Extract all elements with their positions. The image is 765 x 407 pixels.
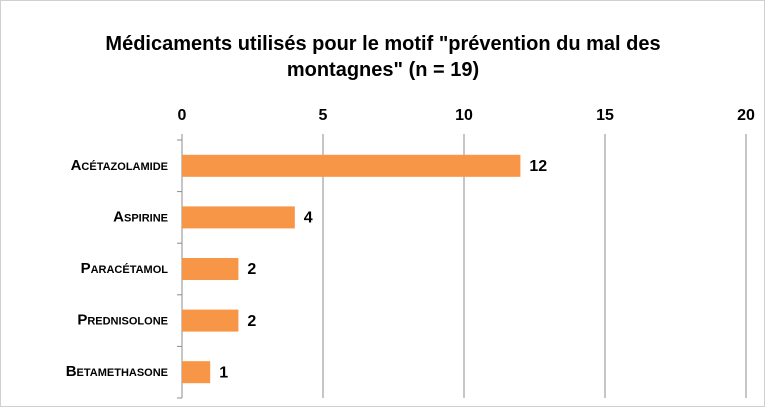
- y-tick-label: Paracétamol: [81, 260, 169, 277]
- y-tick-label: Prednisolone: [77, 312, 168, 329]
- x-tick-label: 5: [319, 107, 328, 124]
- bar: [182, 361, 211, 384]
- data-label: 2: [247, 261, 256, 278]
- bar: [182, 206, 295, 229]
- x-tick-label: 20: [737, 107, 755, 124]
- data-label: 2: [247, 313, 256, 330]
- data-label: 12: [529, 158, 547, 175]
- data-label: 4: [304, 210, 313, 227]
- bar: [182, 309, 239, 332]
- y-tick-label: Betamethasone: [66, 363, 168, 380]
- x-tick-label: 15: [596, 107, 614, 124]
- bar: [182, 154, 521, 177]
- x-tick-label: 0: [178, 107, 187, 124]
- chart-title: Médicaments utilisés pour le motif "prév…: [105, 33, 661, 81]
- bar: [182, 258, 239, 280]
- data-label: 1: [219, 364, 228, 381]
- y-tick-label: Acétazolamide: [71, 157, 168, 174]
- x-tick-label: 10: [455, 107, 473, 124]
- y-tick-label: Aspirine: [113, 208, 168, 225]
